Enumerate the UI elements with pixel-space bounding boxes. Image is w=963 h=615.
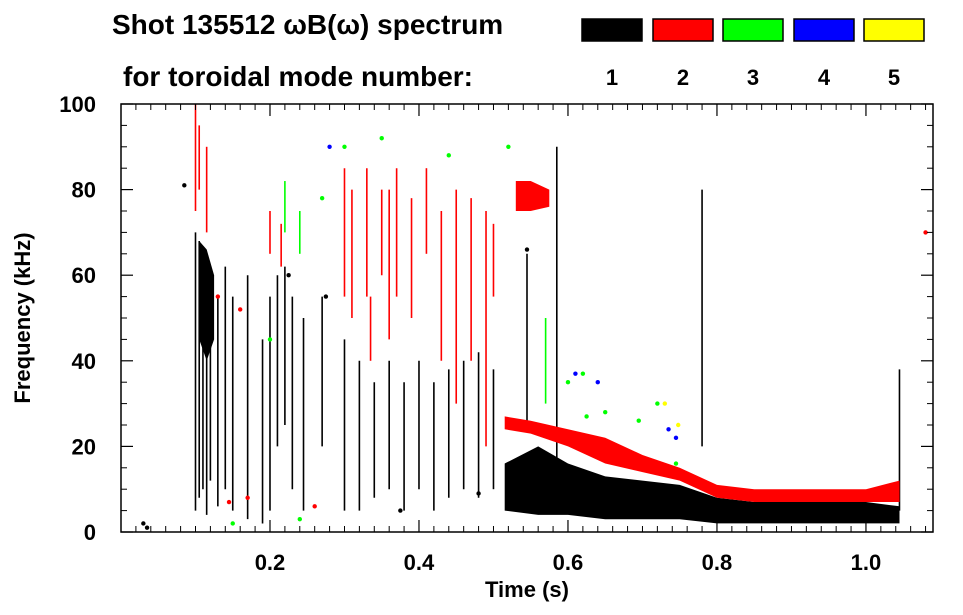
legend-label-mode-3: 3 [747,65,759,90]
legend-label-mode-1: 1 [606,65,618,90]
mode-2-point-0 [215,294,221,299]
x-tick-label: 1.0 [851,550,882,575]
mode-1-point-3 [286,273,291,278]
mode-3-point-14 [655,401,660,406]
mode-2-point-3 [245,495,250,500]
legend-label-mode-2: 2 [677,65,689,90]
mode-5-point-1 [676,422,681,428]
mode-3-point-3 [446,153,451,158]
legend-swatch-mode-1 [581,18,643,42]
mode-5-point-0 [662,401,668,406]
mode-2-point-5 [923,230,928,235]
legend-swatch-mode-3 [722,18,784,42]
axis-ticks: 0.2 0.4 0.6 0.8 1.0 0 20 40 60 80 100 [59,92,933,575]
mode-1-point-7 [524,247,530,252]
y-tick-label: 60 [72,263,96,288]
mode-1-band-0 [504,446,900,524]
mode-4-point-2 [666,427,671,432]
legend-swatch-mode-5 [863,18,925,42]
mode-4-point-3 [673,435,679,441]
mode-4-point-0 [573,371,578,376]
mode-3-point-5 [584,414,589,419]
mode-3-point-9 [580,371,586,376]
mode-3-point-2 [379,136,384,141]
mode-1-point-5 [398,508,403,513]
mode-1-point-4 [323,294,329,299]
y-tick-label: 20 [72,434,96,459]
mode-1-point-1 [144,525,150,530]
x-tick-label: 0.2 [255,550,286,575]
mode-3-point-7 [636,418,641,423]
legend-label-mode-5: 5 [888,65,900,90]
mode-3-point-4 [506,144,511,149]
mode-4-point-4 [327,144,332,149]
legend-swatch-mode-4 [793,18,855,42]
mode-3-point-12 [267,337,273,342]
mode-2-point-4 [312,504,317,509]
y-tick-label: 0 [84,520,96,545]
x-tick-label: 0.4 [404,550,435,575]
x-tick-label: 0.8 [702,550,733,575]
mode-2-series [194,104,928,509]
y-tick-label: 80 [72,178,96,203]
y-tick-label: 40 [72,349,96,374]
mode-4-point-1 [595,380,600,385]
mode-1-point-6 [476,491,481,496]
mode-1-point-2 [182,183,187,188]
mode-3-point-1 [342,144,347,149]
mode-1-point-0 [141,521,146,526]
legend-swatch-mode-2 [652,18,714,42]
mode-3-point-8 [673,461,679,466]
mode-2-point-2 [226,499,232,505]
mode-1-series [141,146,901,530]
mode-3-point-6 [603,409,608,415]
mode-3-point-11 [297,516,302,522]
mode-2-band-1 [504,416,900,502]
mode-3-point-10 [230,521,235,526]
mode-4-series [327,144,679,441]
mode-3-point-0 [319,195,325,201]
x-axis-label: Time (s) [485,577,569,602]
mode-2-point-1 [237,307,243,312]
legend-label-mode-4: 4 [818,65,831,90]
spectrum-data [141,104,928,530]
mode-3-point-13 [565,380,571,385]
y-axis-label: Frequency (kHz) [10,232,35,403]
mode-3-series [230,136,679,526]
chart-title: Shot 135512 ωB(ω) spectrum [112,9,503,40]
x-tick-label: 0.6 [553,550,584,575]
legend-caption: for toroidal mode number: [123,61,473,92]
y-tick-label: 100 [59,92,96,117]
mode-2-band-0 [515,181,550,211]
legend: 1 2 3 4 5 [581,18,925,90]
mode-5-series [662,401,681,428]
